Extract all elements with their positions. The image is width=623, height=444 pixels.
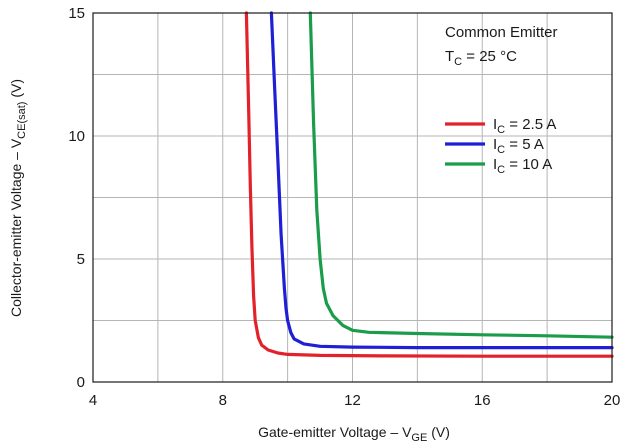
y-tick-label: 0 (77, 374, 85, 391)
annotation-line-2-main: T (445, 48, 454, 65)
x-tick-label: 20 (604, 392, 621, 409)
legend-label-rest: = 2.5 A (505, 116, 556, 133)
series-line-2 (269, 11, 614, 350)
legend-label-sub: C (497, 144, 505, 156)
y-axis-label-sub: CE(sat) (16, 102, 28, 139)
legend-label-sub: C (497, 164, 505, 176)
annotation-line-2: TC = 25 °C (445, 48, 517, 68)
y-tick-label: 10 (68, 128, 85, 145)
legend: IC = 2.5 AIC = 5 AIC = 10 A (445, 116, 556, 176)
legend-label-main: I (493, 136, 497, 153)
y-axis-label-unit: (V) (8, 79, 24, 102)
x-tick-label: 4 (89, 392, 97, 409)
legend-label-sub: C (497, 124, 505, 136)
x-axis-label: Gate-emitter Voltage – VGE (V) (258, 424, 450, 444)
y-tick-label: 15 (68, 5, 85, 22)
legend-label-main: I (493, 156, 497, 173)
legend-label-3: IC = 10 A (493, 156, 552, 176)
tick-labels: 4 8 12 16 20 0 5 10 15 (68, 5, 620, 409)
x-axis-label-main: Gate-emitter Voltage – V (258, 424, 412, 440)
x-tick-label: 8 (219, 392, 227, 409)
y-tick-label: 5 (77, 251, 85, 268)
x-axis-label-sub: GE (411, 432, 427, 444)
annotation-line-1: Common Emitter (445, 24, 558, 41)
legend-label-rest: = 10 A (505, 156, 552, 173)
legend-label-1: IC = 2.5 A (493, 116, 556, 136)
y-axis-label-main: Collector-emitter Voltage – V (8, 138, 24, 317)
annotation-line-2-sub: C (454, 56, 462, 68)
x-tick-label: 16 (474, 392, 491, 409)
y-axis-label: Collector-emitter Voltage – VCE(sat) (V) (8, 79, 28, 317)
plot-frame (92, 12, 613, 383)
x-axis-label-unit: (V) (427, 424, 450, 440)
series-line-1 (244, 11, 614, 358)
legend-label-main: I (493, 116, 497, 133)
legend-label-rest: = 5 A (505, 136, 544, 153)
legend-label-2: IC = 5 A (493, 136, 544, 156)
series-layer (244, 11, 614, 358)
x-tick-label: 12 (344, 392, 361, 409)
annotation-line-2-rest: = 25 °C (462, 48, 517, 65)
series-line-3 (308, 11, 614, 339)
grid (93, 13, 612, 382)
